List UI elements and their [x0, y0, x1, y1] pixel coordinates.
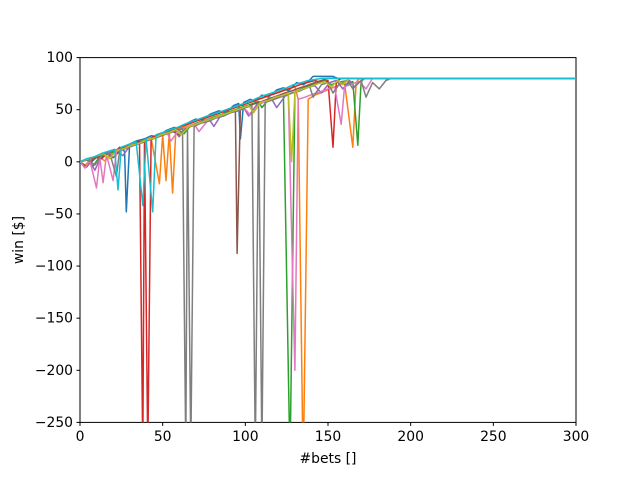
y-axis-label: win [$] — [11, 216, 27, 264]
y-tick-label-0: 100 — [46, 50, 73, 66]
y-tick-label-1: 50 — [55, 102, 73, 118]
y-tick-label-5: −150 — [35, 311, 73, 327]
series-line-run-pink — [80, 77, 576, 372]
x-tick-label-3: 150 — [315, 429, 342, 445]
y-tick-label-7: −250 — [35, 415, 73, 431]
series-line-run-blue — [80, 75, 576, 213]
x-axis-label: #bets [] — [300, 451, 357, 467]
x-tick-label-2: 100 — [232, 429, 259, 445]
series-group — [80, 75, 576, 423]
x-tick-label-4: 200 — [397, 429, 424, 445]
x-tick-label-0: 0 — [76, 429, 85, 445]
y-tick-label-4: −100 — [35, 259, 73, 275]
x-tick-label-1: 50 — [154, 429, 172, 445]
series-line-run-red — [80, 77, 576, 423]
y-tick-label-2: 0 — [64, 154, 73, 170]
x-tick-label-5: 250 — [480, 429, 507, 445]
x-axis-ticks: 0 50 100 150 200 250 300 — [76, 422, 590, 445]
y-tick-label-3: −50 — [44, 206, 73, 222]
series-line-run-olive — [80, 77, 576, 163]
series-line-run-cyan — [80, 77, 576, 213]
y-axis-ticks: 100 50 0 −50 −100 −150 −200 −250 — [35, 50, 80, 431]
y-tick-label-6: −200 — [35, 363, 73, 379]
plot-area — [79, 57, 577, 423]
series-line-run-gray — [80, 77, 576, 423]
x-tick-label-6: 300 — [563, 429, 590, 445]
